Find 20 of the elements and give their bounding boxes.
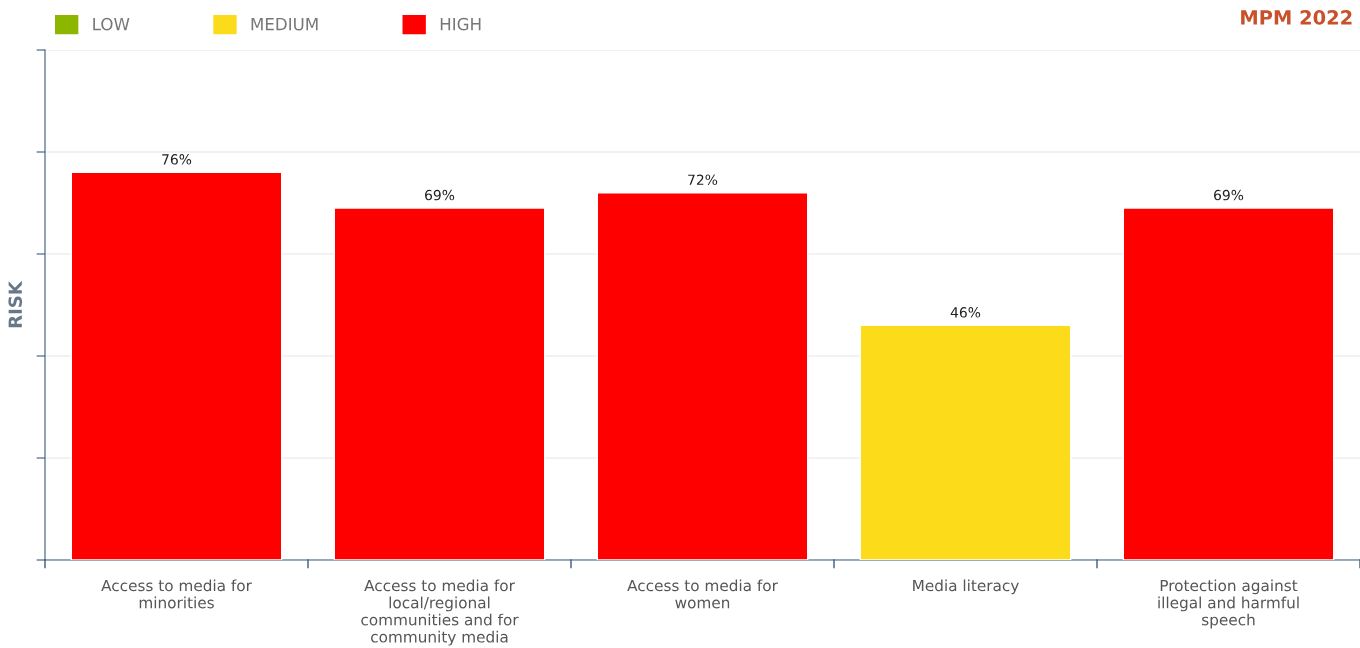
- x-tick-label: Access to media for local/regional communities and for community media: [361, 579, 519, 646]
- y-axis-title: RISK: [8, 280, 23, 328]
- x-tick-label: Protection against illegal and harmful speech: [1158, 579, 1299, 629]
- bar: [596, 192, 809, 560]
- data-label: 72%: [688, 174, 718, 186]
- bar: [333, 207, 546, 560]
- x-tick-label: Access to media for women: [627, 579, 778, 609]
- legend-label: HIGH: [440, 17, 481, 31]
- data-label: 69%: [425, 189, 455, 201]
- bar: [70, 171, 283, 560]
- x-tick-label: Media literacy: [913, 579, 1019, 595]
- data-label: 69%: [1214, 189, 1244, 201]
- bar: [859, 324, 1072, 560]
- legend-label: LOW: [93, 17, 130, 31]
- bar: [1122, 207, 1335, 560]
- data-label: 76%: [162, 154, 192, 165]
- chart-title: MPM 2022: [1241, 10, 1352, 25]
- legend-label: MEDIUM: [251, 18, 318, 31]
- x-tick-label: Access to media for minorities: [101, 579, 252, 609]
- data-label: 46%: [950, 307, 981, 318]
